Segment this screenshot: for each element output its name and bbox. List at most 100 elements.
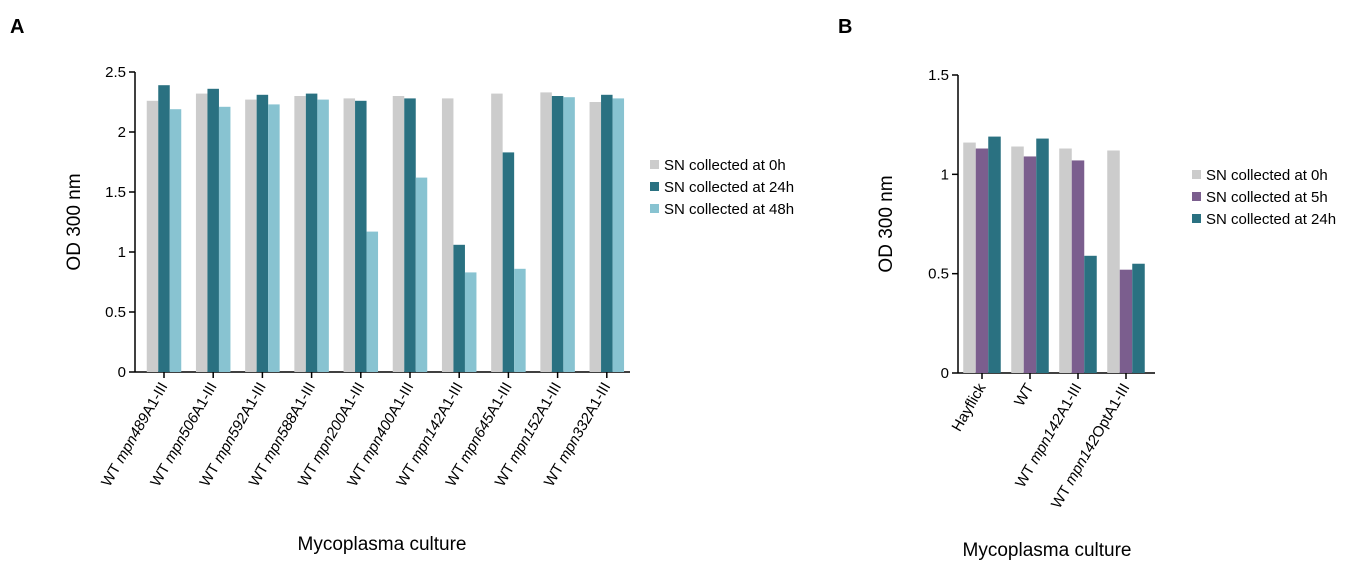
chart-a-category-label-0-suffix: A1-III <box>139 380 172 420</box>
chart-a-legend-label-2: SN collected at 48h <box>664 201 794 218</box>
chart-a-category-label-5-italic: mpn400 <box>358 410 400 466</box>
chart-b-bar-s1-c0 <box>975 148 989 373</box>
chart-a-bar-s0-c6 <box>441 98 454 373</box>
chart-a-bar-s0-c1 <box>195 93 208 372</box>
chart-b-legend: SN collected at 0h SN collected at 5h SN c… <box>1192 167 1336 228</box>
chart-a-y-tick-label-0: 0 <box>118 364 126 381</box>
chart-a-category-label-4-suffix: A1-III <box>336 380 369 420</box>
chart-b-bar-s2-c0 <box>988 136 1001 373</box>
chart-b-bar-s1-c3 <box>1119 269 1133 373</box>
chart-a-category-label-8-italic: mpn152 <box>505 410 547 466</box>
chart-b-y-tick-label-0: 0 <box>941 365 949 382</box>
chart-b-category-label-1-prefix: WT <box>1011 381 1037 410</box>
chart-a-legend-swatch-2 <box>650 204 659 213</box>
chart-a-bar-s2-c0 <box>169 109 182 372</box>
chart-b-legend-swatch-0 <box>1192 170 1201 179</box>
chart-a-category-label-8-suffix: A1-III <box>532 380 565 420</box>
chart-b-bar-s0-c0 <box>963 142 976 373</box>
chart-a-y-tick-label-5: 2.5 <box>105 64 126 81</box>
chart-a-bar-s0-c9 <box>589 102 602 372</box>
chart-b-legend-swatch-2 <box>1192 214 1201 223</box>
panel-a-letter: A <box>10 16 24 38</box>
chart-a-category-label-7-italic: mpn645 <box>456 410 498 466</box>
chart-a-bar-s0-c0 <box>146 100 159 373</box>
chart-b-category-label-0: Hayflick <box>948 380 989 434</box>
chart-a-y-tick-label-3: 1.5 <box>105 184 126 201</box>
chart-b-category-label-3-italic: mpn142 <box>1062 432 1104 488</box>
chart-b-bar-s2-c3 <box>1132 263 1145 373</box>
chart-a-legend-swatch-1 <box>650 182 659 191</box>
chart-b-y-tick-label-3: 1.5 <box>928 67 949 84</box>
chart-b-bar-s2-c1 <box>1036 138 1049 373</box>
chart-a-legend: SN collected at 0h SN collected at 24h SN … <box>650 157 794 218</box>
chart-a-bar-s1-c3 <box>305 93 318 372</box>
chart-a-y-tick-label-4: 2 <box>118 124 126 141</box>
chart-a-y-axis-title: OD 300 nm <box>64 173 85 270</box>
chart-a-category-label-1-italic: mpn506 <box>161 410 203 466</box>
chart-b-bar-s2-c2 <box>1084 255 1097 373</box>
chart-b-legend-label-2: SN collected at 24h <box>1206 211 1336 228</box>
chart-a-legend-swatch-0 <box>650 160 659 169</box>
chart-a-category-label-6-italic: mpn142 <box>407 410 449 466</box>
chart-b-category-label-3-suffix: OptA1-III <box>1089 381 1134 441</box>
chart-a-bar-s2-c1 <box>218 106 231 373</box>
chart-b-x-axis-title: Mycoplasma culture <box>963 540 1132 561</box>
chart-a-bar-s0-c2 <box>245 99 257 372</box>
chart-a-bar-s1-c1 <box>207 88 219 373</box>
chart-a-bar-s1-c7 <box>502 152 515 372</box>
chart-b-y-tick-label-1: 0.5 <box>928 266 949 283</box>
chart-b-bar-s1-c1 <box>1023 156 1037 373</box>
chart-a-bar-s0-c8 <box>540 92 552 373</box>
chart-a-bar-s1-c8 <box>551 96 564 372</box>
chart-a-category-label-9-italic: mpn332 <box>555 410 597 466</box>
chart-a-y-tick-label-2: 1 <box>118 244 126 261</box>
chart-a-bar-s2-c9 <box>612 98 625 373</box>
chart-a-bar-s2-c4 <box>366 231 379 372</box>
chart-a-bar-s0-c3 <box>294 96 306 372</box>
chart-a-bar-s1-c2 <box>256 94 269 373</box>
chart-a-x-axis-title: Mycoplasma culture <box>298 534 467 555</box>
chart-a-bar-s2-c7 <box>514 268 526 372</box>
chart-a-bar-s1-c4 <box>355 100 367 373</box>
chart-a-bar-s0-c5 <box>392 96 405 372</box>
chart-b-category-label-0-prefix: Hayflick <box>948 380 989 434</box>
chart-b-category-label-2-suffix: A1-III <box>1053 381 1086 421</box>
chart-b-category-label-2-italic: mpn142 <box>1026 411 1068 467</box>
chart-a-bar-s0-c4 <box>343 98 356 373</box>
chart-b-legend-label-0: SN collected at 0h <box>1206 167 1328 184</box>
chart-b-category-label-1: WT <box>1011 381 1037 410</box>
chart-a-bar-s0-c7 <box>491 93 503 372</box>
chart-b-legend-swatch-1 <box>1192 192 1201 201</box>
chart-a-category-label-9-suffix: A1-III <box>582 380 615 420</box>
chart-a-category-label-1-suffix: A1-III <box>188 380 221 420</box>
chart-a-category-label-7-suffix: A1-III <box>483 380 516 420</box>
chart-a-category-label-3-suffix: A1-III <box>286 380 319 420</box>
chart-a-bar-s1-c6 <box>453 244 465 372</box>
chart-a-category-label-3-italic: mpn588 <box>259 410 301 466</box>
chart-a-bar-s1-c5 <box>404 98 416 373</box>
chart-a-y-tick-label-1: 0.5 <box>105 304 126 321</box>
chart-b-y-tick-label-2: 1 <box>941 166 949 183</box>
chart-a-bar-s2-c8 <box>563 97 575 372</box>
chart-a-legend-label-1: SN collected at 24h <box>664 179 794 196</box>
chart-a-bar-s1-c9 <box>601 94 613 373</box>
chart-b-bar-s0-c3 <box>1107 150 1120 373</box>
chart-b-bar-s0-c1 <box>1011 146 1024 373</box>
panel-b-letter: B <box>838 16 852 38</box>
chart-a-bar-s2-c6 <box>464 272 477 372</box>
chart-a-bar-s2-c3 <box>317 99 329 372</box>
chart-a-bar-s2-c5 <box>415 177 428 372</box>
chart-a-category-label-0-italic: mpn489 <box>112 410 154 466</box>
chart-a-legend-label-0: SN collected at 0h <box>664 157 786 174</box>
chart-b-bar-s0-c2 <box>1059 148 1072 373</box>
chart-a-category-label-2-suffix: A1-III <box>237 380 270 420</box>
chart-a-bar-s1-c0 <box>158 85 170 372</box>
chart-b-legend-label-1: SN collected at 5h <box>1206 189 1328 206</box>
chart-a-category-label-4-italic: mpn200 <box>309 410 351 466</box>
chart-a-category-label-2-italic: mpn592 <box>210 410 252 466</box>
chart-a-bar-s2-c2 <box>268 104 280 373</box>
chart-a-category-label-6-suffix: A1-III <box>434 380 467 420</box>
